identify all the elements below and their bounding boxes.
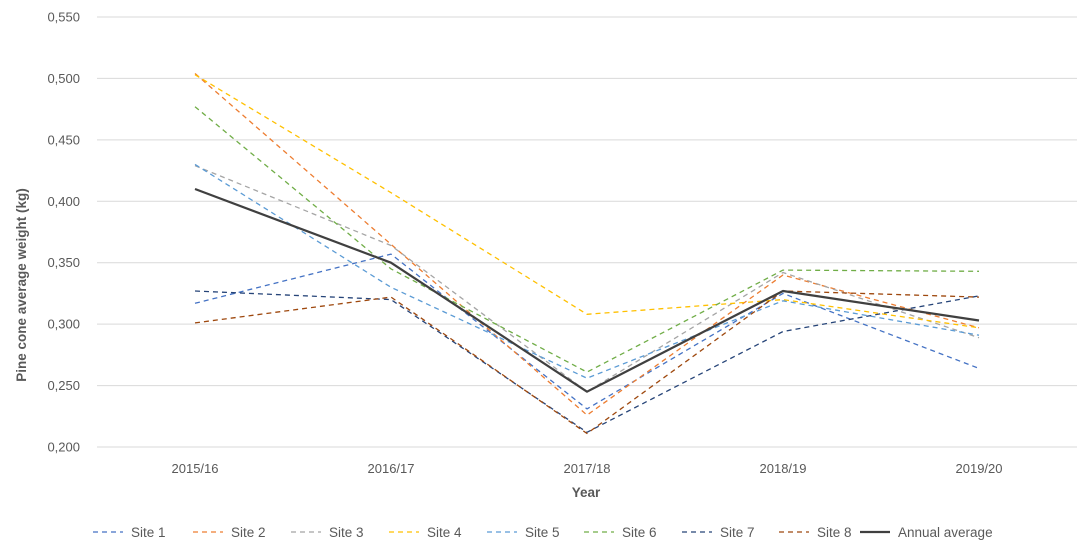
y-tick-label: 0,350	[47, 255, 80, 270]
series-line-site-6	[194, 106, 980, 373]
series-line-site-5	[194, 163, 980, 379]
x-tick-label: 2017/18	[564, 461, 611, 476]
y-axis-ticks: 0,200 0,250 0,300 0,350 0,400 0,450 0,500 0,550	[47, 10, 80, 455]
legend-label: Site 8	[817, 525, 852, 540]
y-tick-label: 0,200	[47, 440, 80, 455]
series-line-site-7	[194, 290, 980, 433]
x-tick-label: 2019/20	[956, 461, 1003, 476]
series-line-annual-average	[194, 187, 980, 393]
y-tick-label: 0,550	[47, 10, 80, 25]
series-lines	[194, 73, 980, 435]
y-tick-label: 0,500	[47, 71, 80, 86]
legend-label: Site 7	[720, 525, 755, 540]
x-tick-label: 2015/16	[172, 461, 219, 476]
legend-label: Site 6	[622, 525, 657, 540]
x-axis-title: Year	[572, 485, 601, 500]
y-tick-label: 0,250	[47, 378, 80, 393]
x-tick-label: 2016/17	[368, 461, 415, 476]
legend-label: Site 2	[231, 525, 266, 540]
legend-label: Annual average	[898, 525, 993, 540]
y-tick-label: 0,450	[47, 132, 80, 147]
x-axis-ticks: 2015/16 2016/17 2017/18 2018/19 2019/20	[172, 461, 1003, 476]
series-line-site-8	[194, 290, 980, 435]
series-line-site-2	[194, 73, 980, 416]
y-tick-label: 0,400	[47, 194, 80, 209]
legend-label: Site 4	[427, 525, 462, 540]
legend-label: Site 5	[525, 525, 560, 540]
series-line-site-1	[194, 253, 980, 410]
series-line-site-4	[194, 74, 980, 329]
y-axis-title: Pine cone average weight (kg)	[14, 188, 29, 382]
x-tick-label: 2018/19	[760, 461, 807, 476]
legend-label: Site 1	[131, 525, 166, 540]
y-tick-label: 0,300	[47, 317, 80, 332]
series-line-site-3	[194, 165, 980, 393]
gridlines	[97, 16, 1077, 448]
legend-label: Site 3	[329, 525, 364, 540]
legend: Site 1 Site 2 Site 3 Site 4 Site 5 Site 6 Site…	[93, 525, 993, 540]
